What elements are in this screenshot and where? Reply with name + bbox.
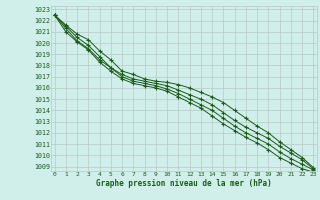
X-axis label: Graphe pression niveau de la mer (hPa): Graphe pression niveau de la mer (hPa): [96, 179, 272, 188]
